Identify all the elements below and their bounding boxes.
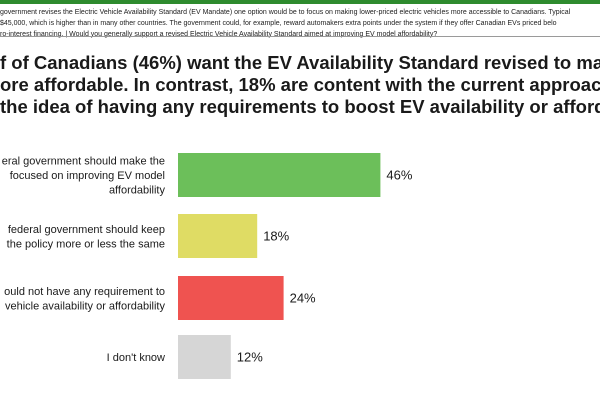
category-label: federal government should keep (8, 224, 165, 236)
category-label: ould not have any requirement to (4, 286, 165, 298)
category-label: vehicle availability or affordability (5, 300, 165, 312)
question-line: $45,000, which is higher than in many ot… (0, 20, 557, 27)
value-label: 46% (386, 168, 412, 183)
category-label: focused on improving EV model (10, 170, 165, 182)
bar-2 (178, 214, 258, 258)
category-label: eral government should make the (2, 156, 165, 168)
value-label: 12% (237, 350, 263, 365)
bar-1 (178, 153, 381, 197)
headline-line: the idea of having any requirements to b… (0, 96, 600, 117)
top-accent-bar (0, 0, 600, 4)
headline-line: f of Canadians (46%) want the EV Availab… (0, 52, 600, 73)
value-label: 24% (290, 291, 316, 306)
category-label: affordability (109, 185, 166, 197)
value-label: 18% (263, 229, 289, 244)
bar-3 (178, 276, 284, 320)
question-line: ro-interest financing. | Would you gener… (0, 31, 438, 38)
chart-headline: f of Canadians (46%) want the EV Availab… (0, 52, 600, 118)
bar-4 (178, 335, 231, 379)
headline-line: ore affordable. In contrast, 18% are con… (0, 74, 600, 95)
category-label: I don't know (107, 352, 165, 364)
category-label: the policy more or less the same (7, 238, 165, 250)
question-text: government revises the Electric Vehicle … (0, 7, 600, 40)
divider (0, 36, 600, 37)
question-line: government revises the Electric Vehicle … (0, 9, 571, 16)
